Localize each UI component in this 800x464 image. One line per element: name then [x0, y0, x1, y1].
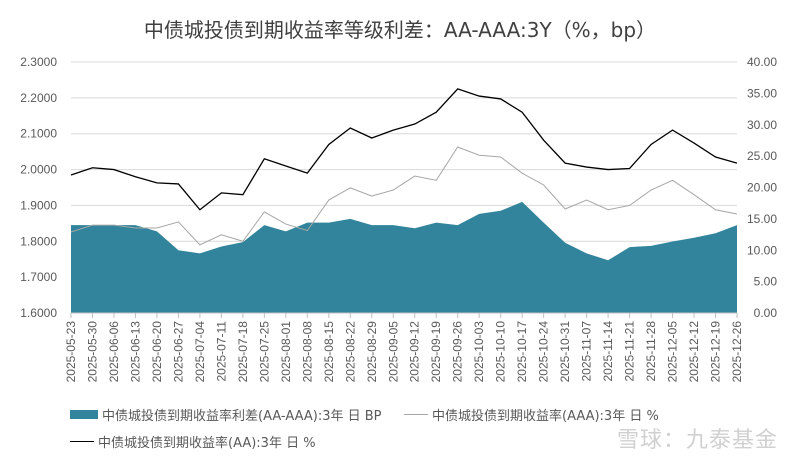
x-tick-label: 2025-06-27 — [171, 321, 185, 383]
legend-swatch-aaa — [404, 414, 428, 415]
right-tick-label: 35.00 — [747, 86, 777, 100]
x-tick-label: 2025-12-19 — [709, 321, 723, 383]
x-tick-label: 2025-08-15 — [322, 321, 336, 383]
x-tick-label: 2025-11-14 — [601, 321, 615, 382]
left-tick-label: 1.8000 — [20, 234, 57, 248]
aaa-yield-line — [70, 146, 738, 246]
left-tick-label: 2.3000 — [20, 55, 57, 69]
spread-area — [71, 201, 737, 313]
legend-label-aa: 中债城投债到期收益率(AA):3年 日 % — [98, 436, 316, 451]
x-tick-label: 2025-12-05 — [666, 321, 680, 383]
x-tick-label: 2025-08-22 — [343, 321, 357, 383]
x-tick-label: 2025-07-04 — [193, 321, 207, 383]
left-tick-label: 1.6000 — [20, 306, 57, 320]
x-tick-label: 2025-07-25 — [257, 321, 271, 383]
x-tick-label: 2025-08-01 — [279, 321, 293, 383]
x-tick-label: 2025-12-26 — [730, 321, 744, 383]
legend-swatch-aa — [70, 441, 94, 442]
watermark: 雪球：九泰基金 — [616, 428, 778, 453]
x-tick-label: 2025-08-29 — [365, 321, 379, 383]
right-tick-label: 0.00 — [754, 306, 778, 320]
x-tick-label: 2025-12-12 — [687, 321, 701, 383]
x-tick-label: 2025-10-10 — [494, 321, 508, 383]
x-tick-label: 2025-06-20 — [150, 321, 164, 383]
right-tick-label: 15.00 — [747, 212, 777, 226]
x-tick-label: 2025-11-28 — [644, 321, 658, 382]
x-tick-label: 2025-07-18 — [236, 321, 250, 383]
x-tick-label: 2025-05-30 — [85, 321, 99, 383]
left-tick-label: 2.0000 — [20, 163, 57, 177]
legend-item-aa: 中债城投债到期收益率(AA):3年 日 % — [66, 432, 316, 451]
x-tick-label: 2025-05-23 — [64, 321, 78, 383]
legend-item-aaa: 中债城投债到期收益率(AAA):3年 日 % — [400, 405, 659, 424]
right-tick-label: 20.00 — [747, 181, 777, 195]
left-tick-label: 1.9000 — [20, 198, 57, 212]
legend-swatch-spread — [70, 410, 98, 419]
chart-title: 中债城投债到期收益率等级利差：AA-AAA:3Y（%，bp） — [143, 18, 657, 42]
x-tick-label: 2025-09-12 — [408, 321, 422, 383]
right-tick-label: 40.00 — [747, 55, 777, 69]
aa-yield-line — [70, 88, 738, 211]
x-tick-label: 2025-10-31 — [558, 321, 572, 383]
left-tick-label: 2.1000 — [20, 127, 57, 141]
left-tick-label: 1.7000 — [20, 270, 57, 284]
right-tick-label: 25.00 — [747, 149, 777, 163]
x-tick-label: 2025-09-05 — [386, 321, 400, 383]
x-tick-label: 2025-09-19 — [429, 321, 443, 383]
x-tick-label: 2025-07-11 — [214, 321, 228, 382]
right-tick-label: 5.00 — [754, 275, 778, 289]
x-tick-label: 2025-06-06 — [107, 321, 121, 383]
x-tick-label: 2025-10-03 — [472, 321, 486, 383]
x-tick-label: 2025-10-17 — [515, 321, 529, 383]
right-tick-label: 10.00 — [747, 243, 777, 257]
x-tick-label: 2025-08-08 — [300, 321, 314, 383]
x-tick-label: 2025-10-24 — [537, 321, 551, 383]
x-tick-label: 2025-09-26 — [451, 321, 465, 383]
x-tick-label: 2025-11-07 — [580, 321, 594, 382]
legend-item-spread: 中债城投债到期收益率利差(AA-AAA):3年 日 BP — [70, 405, 382, 424]
legend-label-aaa: 中债城投债到期收益率(AAA):3年 日 % — [432, 409, 659, 424]
legend-label-spread: 中债城投债到期收益率利差(AA-AAA):3年 日 BP — [102, 409, 382, 424]
right-tick-label: 30.00 — [747, 118, 777, 132]
left-tick-label: 2.2000 — [20, 91, 57, 105]
chart-plot: 1.6000 1.7000 1.8000 1.9000 2.0000 2.1000 2.20… — [20, 55, 778, 383]
x-tick-label: 2025-11-21 — [623, 321, 637, 382]
x-tick-label: 2025-06-13 — [128, 321, 142, 383]
